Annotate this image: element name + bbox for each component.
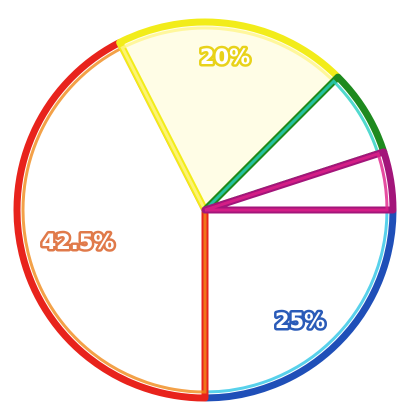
pie-slice-label: 25% (275, 309, 325, 333)
pie-slice (116, 18, 342, 214)
pie-slice-inner-edge (203, 208, 389, 394)
pie-slice-group (13, 38, 209, 402)
pie-slice-group (116, 18, 342, 214)
pie-slice-group (201, 206, 397, 402)
pie-slice-inner-edge (21, 45, 207, 394)
pie-slice-inner-edge (120, 26, 336, 213)
pie-slice-inner-edge (204, 151, 389, 212)
pie-slice-label: 20% (200, 45, 250, 69)
pie-slice (201, 206, 397, 402)
pie-slice-label: 42.5% (42, 230, 115, 254)
pie-slice-group (201, 148, 397, 214)
pie-slice (13, 38, 209, 402)
